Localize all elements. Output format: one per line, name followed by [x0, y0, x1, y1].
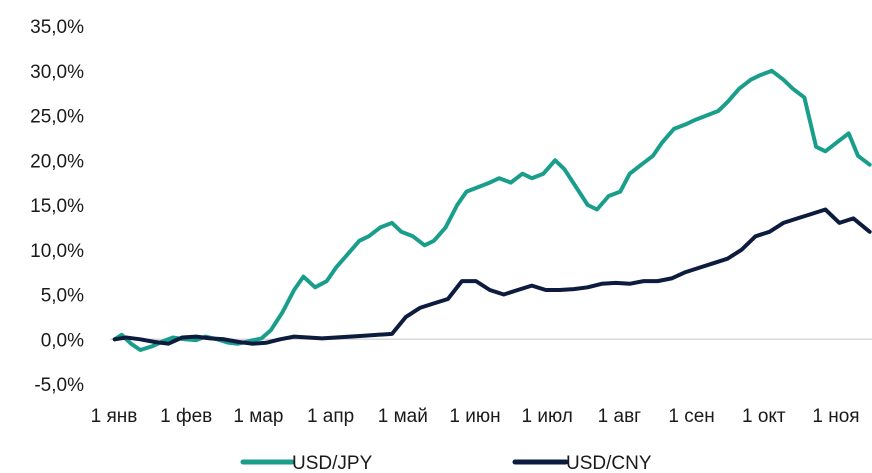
x-axis: 1 янв 1 фев 1 мар 1 апр 1 май 1 июн 1 июл 1 авг… [91, 406, 860, 427]
y-tick-label: 10,0% [30, 241, 84, 262]
x-tick-label: 1 ноя [812, 406, 859, 427]
y-tick-label: 15,0% [30, 196, 84, 217]
y-tick-label: 5,0% [41, 286, 84, 307]
y-tick-label: 30,0% [30, 62, 84, 83]
x-tick-label: 1 авг [598, 406, 642, 427]
x-tick-label: 1 сен [668, 406, 714, 427]
series-layer [112, 68, 872, 352]
x-tick-label: 1 окт [742, 406, 786, 427]
x-tick-label: 1 апр [307, 406, 354, 427]
x-tick-label: 1 мар [233, 406, 283, 427]
x-tick-label: 1 июл [522, 406, 573, 427]
series-line-usd-cny [112, 207, 872, 346]
x-tick-label: 1 янв [91, 406, 138, 427]
y-tick-label: 0,0% [41, 330, 84, 351]
legend-label: USD/JPY [292, 453, 373, 473]
y-tick-label: 25,0% [30, 107, 84, 128]
x-tick-label: 1 май [378, 406, 428, 427]
y-tick-label: 35,0% [30, 17, 84, 38]
y-axis: -5,0% 0,0% 5,0% 10,0% 15,0% 20,0% 25,0% 30,0% 35… [30, 17, 84, 396]
y-tick-label: -5,0% [34, 375, 84, 396]
x-tick-label: 1 фев [160, 406, 212, 427]
legend: USD/JPY USD/CNY [240, 453, 652, 473]
legend-label: USD/CNY [566, 453, 652, 473]
series-line-usd-jpy [112, 68, 872, 352]
x-tick-label: 1 июн [449, 406, 500, 427]
y-tick-label: 20,0% [30, 151, 84, 172]
